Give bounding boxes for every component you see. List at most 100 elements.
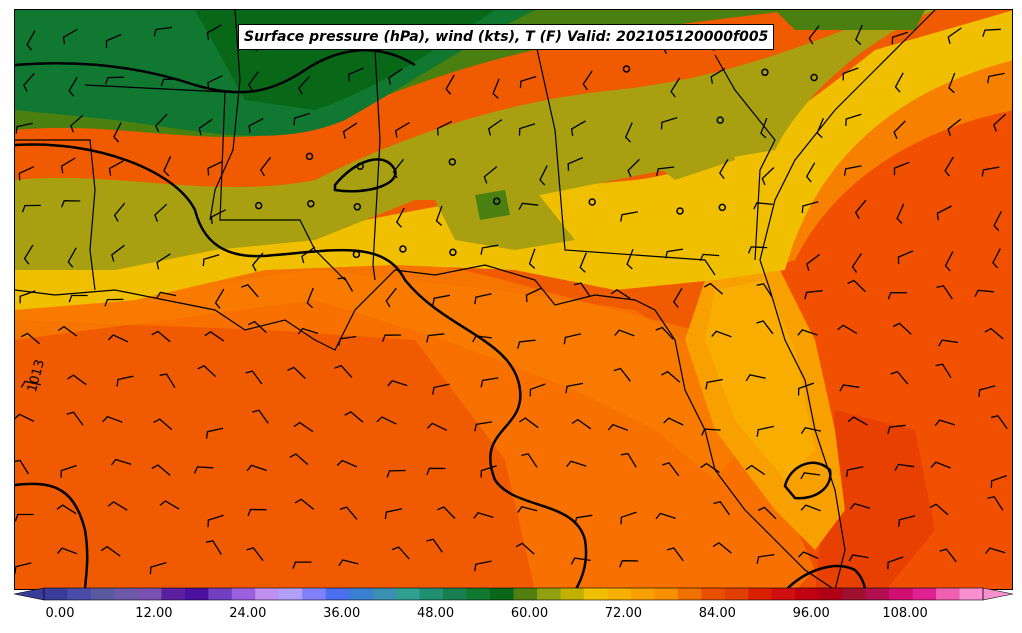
wind-barb — [60, 200, 81, 208]
wind-barb — [21, 204, 41, 213]
wind-barb — [108, 160, 124, 176]
wind-barb — [896, 203, 905, 224]
wind-barb — [947, 27, 962, 44]
isobar-north — [15, 48, 416, 94]
green-ne — [775, 10, 925, 30]
wind-barb — [251, 252, 264, 272]
wind-barb — [567, 157, 584, 171]
wind-barb — [480, 377, 499, 388]
wind-barb — [521, 453, 538, 468]
wind-barb — [206, 24, 222, 41]
wind-barb — [472, 335, 492, 343]
wind-barb — [153, 418, 173, 431]
wind-barb — [665, 248, 684, 259]
colorbar-segment — [208, 588, 233, 600]
wind-barb — [205, 540, 222, 555]
wind-barb — [893, 161, 910, 176]
wind-barb — [713, 501, 731, 516]
wind-barb — [154, 203, 168, 222]
wind-barb — [574, 514, 593, 525]
colorbar-segment — [231, 588, 256, 600]
wind-barb — [848, 554, 869, 562]
wind-barb — [797, 382, 815, 396]
wind-barb — [67, 374, 87, 386]
colorbar-segment — [349, 588, 374, 600]
colorbar-segment — [912, 588, 937, 600]
wind-barb — [519, 417, 539, 429]
wind-barb — [845, 113, 862, 127]
wind-barb — [15, 413, 35, 422]
wind-barb — [289, 453, 309, 466]
wind-barb — [104, 298, 124, 307]
wind-barb — [661, 370, 681, 383]
wind-barb — [528, 248, 536, 269]
wind-barb — [293, 421, 314, 433]
wind-barb — [287, 366, 306, 379]
wind-barb — [68, 76, 78, 97]
wind-barb — [565, 382, 584, 394]
colorbar-segment — [302, 588, 327, 600]
calm-wind-circle — [356, 162, 364, 170]
wind-barb — [68, 294, 88, 303]
wind-barb — [936, 205, 952, 221]
wind-barb — [982, 28, 1001, 37]
wind-barb — [56, 504, 77, 515]
colorbar-segment — [842, 588, 867, 600]
wind-barb — [116, 375, 134, 387]
wind-barb — [198, 118, 213, 136]
wind-barb — [344, 411, 364, 423]
wind-barb — [753, 202, 773, 210]
colorbar-segment — [607, 588, 632, 600]
colorbar-segment — [443, 588, 468, 600]
colorbar-segment — [536, 588, 561, 600]
wind-barb — [252, 409, 269, 424]
wind-barb — [437, 506, 456, 519]
wind-barb — [376, 416, 397, 425]
wind-barb — [893, 120, 906, 139]
wind-barb — [386, 469, 406, 478]
colorbar-segment — [372, 588, 397, 600]
wind-barb — [894, 463, 915, 471]
wind-barb — [197, 365, 217, 378]
wind-barb — [207, 75, 223, 90]
colorbar-segment — [513, 588, 538, 600]
wind-barb — [756, 283, 773, 298]
calm-wind-circle — [307, 199, 315, 208]
colorbar-frame — [43, 587, 984, 601]
wind-barb — [248, 320, 267, 333]
wind-barb — [619, 560, 639, 568]
wind-barb — [18, 166, 35, 181]
wind-barb — [935, 363, 952, 379]
colorbar-segment — [184, 588, 209, 600]
olive-band — [15, 10, 935, 270]
wind-barb — [159, 373, 176, 389]
wind-barb — [936, 285, 953, 300]
wind-barb — [993, 211, 1002, 232]
isobar-1013 — [15, 143, 588, 589]
wind-barb — [214, 288, 225, 309]
wind-barb — [159, 500, 180, 510]
colorbar-segment — [701, 588, 726, 600]
wind-barb — [993, 113, 1007, 132]
green-spot-ga — [475, 190, 510, 220]
wind-barb — [205, 427, 224, 439]
wind-barb — [432, 294, 451, 306]
border-al-ga — [534, 39, 716, 276]
wind-barb — [662, 462, 680, 477]
wind-barb — [487, 119, 503, 136]
wind-barb — [573, 282, 591, 297]
border-ms-al — [372, 49, 381, 281]
wind-barb — [156, 291, 177, 299]
wind-barb — [529, 383, 546, 397]
colorbar-tick-label: 84.00 — [698, 606, 736, 621]
atlantic-hot — [815, 410, 935, 589]
wind-barb — [70, 114, 84, 133]
wind-barb — [525, 287, 542, 303]
wind-barb — [301, 246, 316, 264]
wind-barb — [944, 251, 954, 272]
wind-barb — [245, 370, 263, 385]
colorbar — [14, 587, 1013, 601]
wind-barb — [757, 506, 777, 520]
wind-barb — [517, 339, 536, 349]
colorbar-segment — [114, 588, 139, 600]
